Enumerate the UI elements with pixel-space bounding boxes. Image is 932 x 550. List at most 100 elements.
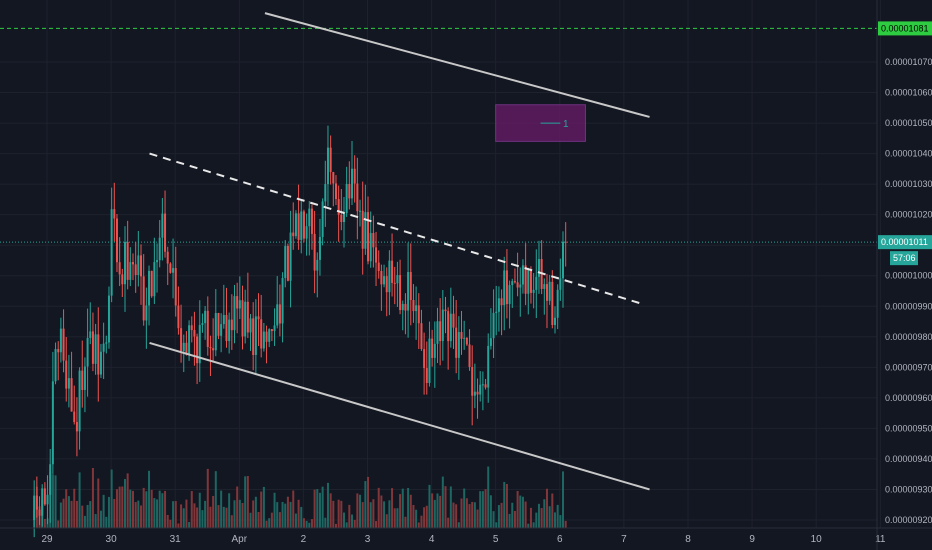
volume-bar	[529, 507, 532, 528]
volume-bar	[543, 499, 546, 528]
volume-bar	[292, 490, 295, 528]
volume-bar	[329, 493, 332, 528]
dashed-trendline[interactable]	[149, 152, 641, 305]
volume-bar	[460, 498, 463, 528]
volume-bar	[209, 506, 212, 528]
candle-body	[495, 311, 498, 313]
volume-bar	[236, 486, 239, 528]
candle-body	[118, 262, 121, 275]
volume-bar	[260, 491, 263, 528]
candle-body	[449, 313, 452, 342]
candle-body	[556, 289, 559, 318]
candle-body	[142, 276, 145, 321]
candle-body	[415, 305, 418, 312]
drawings[interactable]: 1	[0, 12, 877, 491]
volume-bar	[481, 491, 484, 528]
volume-bar	[564, 520, 567, 528]
y-tick-label: 0.00000930	[885, 484, 932, 494]
volume-bar	[334, 523, 337, 528]
candle-body	[353, 168, 356, 184]
candle-body	[140, 255, 143, 277]
candle-body	[505, 270, 508, 305]
candle-body	[553, 317, 556, 326]
candle-body	[380, 270, 383, 285]
candle-body	[217, 312, 220, 336]
candle-body	[190, 325, 193, 331]
volume-bar	[137, 500, 140, 528]
candle-body	[393, 282, 396, 284]
candle-body	[423, 349, 426, 369]
volume-bar	[524, 501, 527, 528]
candle-body	[67, 378, 70, 389]
candle-body	[388, 260, 391, 293]
candle-body	[455, 327, 458, 358]
candle-body	[367, 212, 370, 262]
candle-body	[428, 338, 431, 383]
candle-body	[313, 233, 316, 271]
volume-bar	[340, 500, 343, 528]
volume-bar	[551, 493, 554, 528]
candle-body	[404, 303, 407, 311]
x-tick-label: 9	[749, 534, 755, 545]
volume-bar	[265, 520, 268, 528]
x-tick-label: Apr	[232, 534, 248, 545]
candle-body	[562, 241, 565, 279]
candle-body	[102, 343, 105, 352]
candle-body	[452, 313, 455, 328]
volume-bar	[161, 493, 164, 528]
volume-bar	[412, 504, 415, 528]
candle-body	[356, 183, 359, 212]
candle-body	[401, 303, 404, 311]
y-tick-label: 0.00000960	[885, 393, 932, 403]
candle-body	[447, 311, 450, 342]
candle-body	[503, 270, 506, 306]
volume-bar	[180, 504, 183, 528]
volume-bar	[110, 469, 113, 528]
volume-bar	[401, 488, 404, 528]
candle-body	[145, 305, 148, 321]
volume-bar	[121, 486, 124, 528]
candle-body	[59, 328, 62, 353]
x-tick-label: 2	[301, 534, 307, 545]
candle-body	[481, 384, 484, 386]
candle-body	[126, 241, 129, 280]
candle-body	[519, 284, 522, 288]
volume-bar	[169, 519, 172, 528]
volume-bar	[174, 501, 177, 528]
candle-body	[543, 284, 546, 289]
candle-body	[107, 295, 110, 343]
volume-bar	[468, 504, 471, 528]
candle-body	[329, 147, 332, 173]
candle-body	[348, 184, 351, 199]
candle-body	[513, 281, 516, 283]
candle-body	[407, 272, 410, 311]
volume-bar	[300, 506, 303, 528]
candle-body	[38, 509, 41, 516]
candle-body	[121, 274, 124, 285]
volume-bar	[140, 505, 143, 528]
volume-bar	[444, 486, 447, 528]
volume-bar	[364, 481, 367, 528]
candle-body	[527, 270, 530, 294]
volume-bar	[356, 493, 359, 528]
trendline[interactable]	[149, 341, 650, 491]
y-tick-label: 0.00001070	[885, 57, 932, 67]
candle-body	[78, 370, 81, 432]
candle-body	[177, 305, 180, 329]
volume-bar	[177, 523, 180, 528]
volume-bar	[99, 510, 102, 528]
candle-body	[81, 370, 84, 390]
candle-body	[276, 304, 279, 326]
candle-body	[113, 209, 116, 219]
volume-bar	[321, 486, 324, 528]
candle-body	[300, 211, 303, 240]
volume-bar	[212, 495, 215, 528]
x-tick-label: 31	[170, 534, 182, 545]
trendline[interactable]	[264, 12, 650, 118]
volume-bar	[457, 522, 460, 528]
volume-bar	[404, 516, 407, 528]
candle-body	[252, 318, 255, 355]
volume-bar	[495, 522, 498, 528]
